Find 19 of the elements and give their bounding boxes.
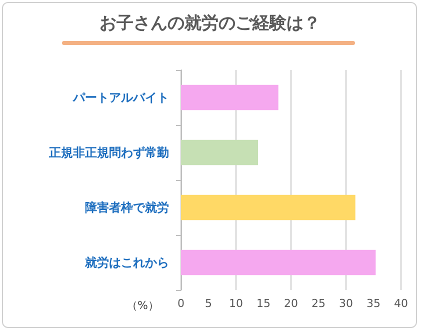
bar <box>181 194 356 220</box>
x-tick-label: 0 <box>178 297 184 310</box>
chart-title: お子さんの就労のご経験は？ <box>100 14 320 34</box>
y-tick-label: 就労はこれから <box>84 256 169 270</box>
x-tick-label: 20 <box>284 297 298 310</box>
y-tick-label: 正規非正規問わず常勤 <box>48 146 169 160</box>
x-tick-label: 10 <box>229 297 243 310</box>
x-tick-label: 5 <box>205 297 212 310</box>
x-tick-label: 15 <box>256 297 270 310</box>
x-tick-label: 30 <box>339 297 353 310</box>
y-tick-label: パートアルバイト <box>72 90 169 104</box>
x-tick-label: 25 <box>312 297 326 310</box>
y-tick-label: 障害者枠で就労 <box>85 200 169 214</box>
x-axis-title: （%） <box>126 299 159 312</box>
x-tick-label: 35 <box>366 297 380 310</box>
bar <box>181 84 278 110</box>
x-tick-label: 40 <box>394 297 408 310</box>
bar <box>181 250 376 276</box>
bar <box>181 140 258 166</box>
